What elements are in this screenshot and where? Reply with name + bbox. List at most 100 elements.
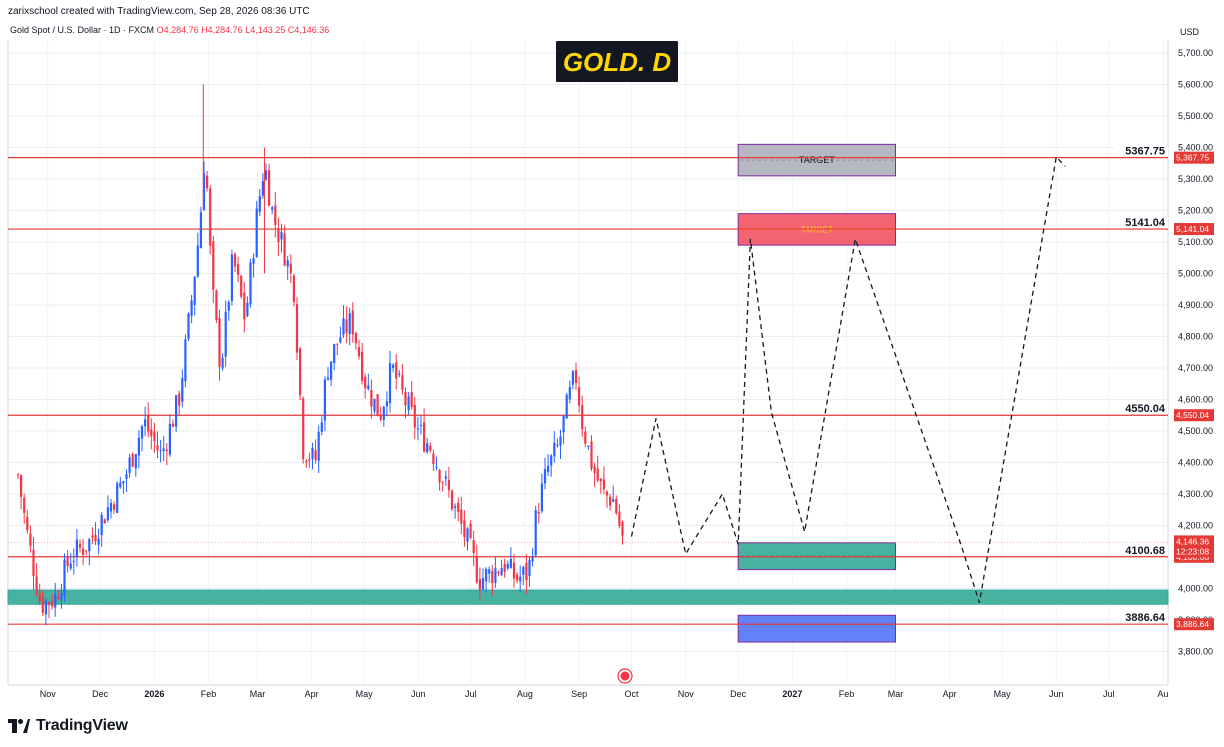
- candle-body: [103, 519, 106, 524]
- candle-body: [373, 398, 376, 412]
- candle-body: [199, 212, 202, 249]
- level-label: 4100.68: [1125, 545, 1165, 557]
- candle-body: [159, 450, 162, 452]
- candle-body: [283, 233, 286, 266]
- candle-body: [497, 571, 500, 574]
- candle-body: [246, 302, 249, 316]
- candle-body: [398, 373, 401, 375]
- ohlc-open: O4,284.76: [156, 25, 199, 35]
- candle-body: [16, 474, 20, 476]
- candle-body: [540, 483, 543, 512]
- candle-body: [550, 455, 553, 466]
- ohlc-low: L4,143.25: [245, 25, 286, 35]
- candle-body: [438, 469, 441, 483]
- level-axis-label: 5,367.75: [1176, 153, 1209, 163]
- candle-body: [423, 422, 426, 452]
- level-label: 4550.04: [1125, 403, 1166, 415]
- candle-body: [122, 481, 125, 484]
- candle-body: [280, 231, 283, 240]
- candle-body: [602, 479, 605, 490]
- candle-body: [218, 317, 221, 367]
- symbol-name[interactable]: Gold Spot / U.S. Dollar · 1D · FXCM: [10, 25, 155, 35]
- candle-body: [128, 457, 131, 473]
- candle-body: [472, 540, 475, 554]
- y-tick-label: 5,400.00: [1178, 143, 1213, 153]
- candle-body: [351, 310, 354, 335]
- candle-body: [314, 450, 317, 461]
- zone-label: TARGET: [801, 225, 833, 234]
- candle-body: [568, 386, 571, 400]
- candle-body: [227, 301, 230, 311]
- current-price-label: 4,146.36: [1176, 536, 1209, 546]
- candle-body: [35, 576, 38, 594]
- author-line: zarixschool created with TradingView.com…: [8, 6, 310, 17]
- price-chart[interactable]: TARGET TARGET 5367.75 5141.04 4550.04 4100.6…: [0, 0, 1224, 710]
- candle-body: [419, 424, 423, 427]
- candle-body: [370, 390, 373, 407]
- candle-body: [78, 544, 82, 548]
- candle-body: [54, 593, 57, 608]
- candle-body: [181, 378, 184, 402]
- candle-body: [447, 479, 450, 491]
- candle-body: [416, 428, 419, 430]
- candle-body: [60, 593, 63, 600]
- candle-body: [407, 396, 410, 411]
- symbol-info: Gold Spot / U.S. Dollar · 1D · FXCM O4,2…: [10, 25, 329, 35]
- candle-body: [543, 469, 547, 484]
- x-tick-label: May: [994, 689, 1012, 699]
- candle-body: [336, 343, 339, 345]
- zone-demand-box: [737, 614, 896, 643]
- candle-body: [44, 600, 47, 615]
- candle-body: [612, 499, 615, 502]
- candle-body: [593, 466, 596, 474]
- zone-label: TARGET: [799, 155, 835, 165]
- level-axis-badge: [1174, 618, 1214, 631]
- level-axis-label: 5,141.04: [1176, 224, 1209, 234]
- candle-body: [410, 391, 413, 407]
- candle-body: [299, 348, 302, 396]
- tradingview-branding[interactable]: TradingView: [8, 714, 128, 738]
- projection-line: [630, 155, 1066, 603]
- x-tick-label: Apr: [305, 689, 319, 699]
- x-tick-label: Oct: [625, 689, 640, 699]
- candle-body: [221, 357, 224, 369]
- candle-body: [615, 499, 618, 514]
- candle-body: [156, 445, 159, 451]
- candle-body: [574, 370, 578, 384]
- x-tick-label: Jul: [1103, 689, 1115, 699]
- candle-body: [150, 429, 153, 437]
- candle-body: [621, 521, 624, 536]
- candle-body: [323, 379, 326, 421]
- x-tick-label: 2026: [144, 689, 164, 699]
- candle-body: [534, 509, 537, 556]
- candle-body: [85, 550, 88, 552]
- candle-body: [435, 466, 438, 468]
- candle-body: [488, 569, 491, 574]
- level-label: 5141.04: [1125, 217, 1166, 229]
- candle-body: [116, 483, 119, 514]
- x-tick-label: Au: [1157, 689, 1168, 699]
- candle-body: [478, 578, 481, 590]
- candle-body: [531, 556, 534, 562]
- candle-body: [153, 431, 156, 442]
- candle-body: [289, 263, 292, 274]
- y-tick-label: 5,600.00: [1178, 80, 1213, 90]
- candles: [16, 84, 624, 626]
- y-tick-label: 4,500.00: [1178, 426, 1213, 436]
- current-price-badge: [1174, 535, 1214, 558]
- level-label-bg: [1114, 217, 1168, 229]
- candle-body: [252, 258, 255, 264]
- candle-body: [230, 254, 233, 301]
- tradingview-logo-icon: [8, 719, 30, 733]
- candle-body: [547, 465, 550, 473]
- candle-body: [481, 578, 485, 590]
- candle-body: [326, 377, 330, 380]
- chart-header: zarixschool created with TradingView.com…: [0, 0, 1224, 40]
- candle-body: [47, 602, 51, 605]
- candle-body: [382, 406, 385, 420]
- x-tick-label: May: [356, 689, 374, 699]
- event-icon-inner: [620, 671, 630, 681]
- candle-body: [385, 401, 388, 407]
- candle-body: [519, 576, 522, 582]
- candle-body: [525, 562, 528, 581]
